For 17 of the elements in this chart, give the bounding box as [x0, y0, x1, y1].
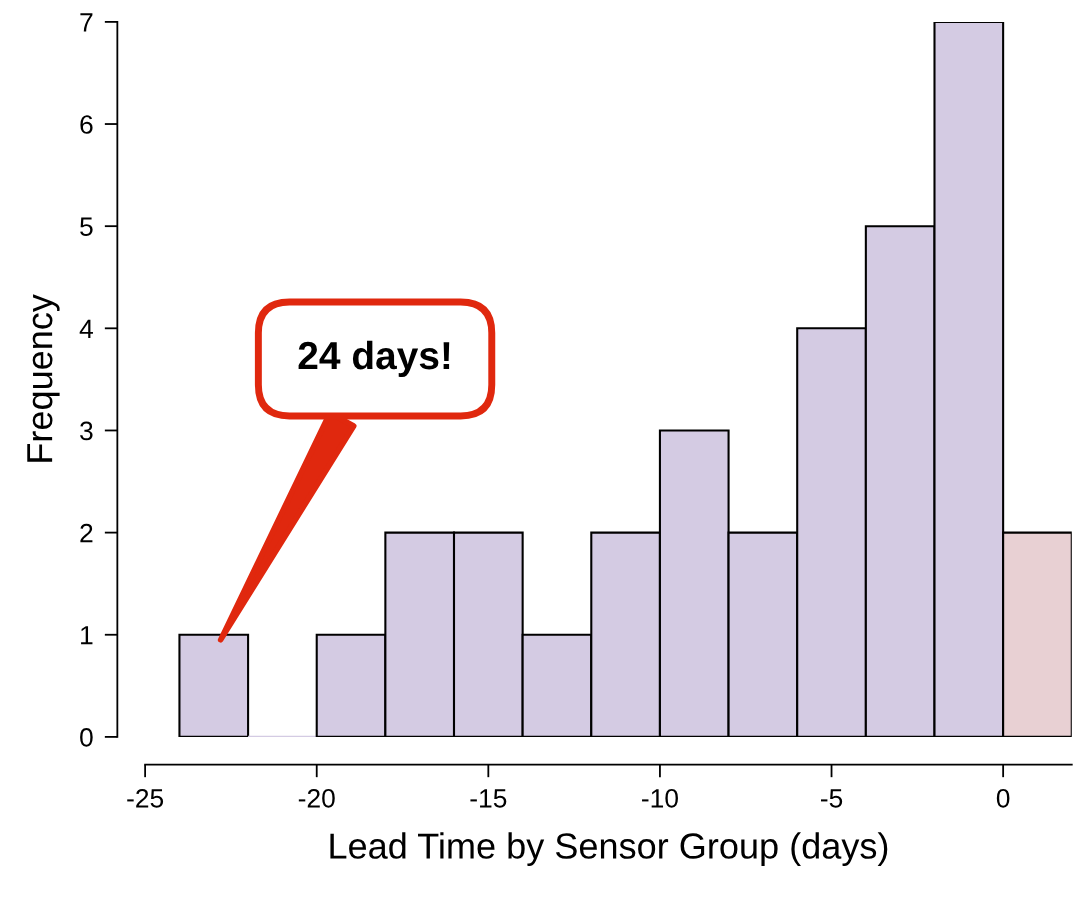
- x-tick-label: -25: [127, 788, 164, 808]
- y-tick-label: 3: [80, 421, 93, 441]
- y-tick-label: 5: [80, 217, 93, 236]
- x-tick-label: -5: [820, 789, 843, 808]
- x-tick-label: -20: [298, 788, 335, 808]
- x-axis-title: Lead Time by Sensor Group (days): [330, 832, 888, 866]
- annotation: 24 days!: [298, 340, 450, 378]
- y-tick-label: 6: [80, 115, 93, 134]
- y-tick-label: 4: [79, 319, 93, 338]
- y-tick-label: 7: [80, 13, 93, 32]
- y-axis-title: Frequency: [27, 294, 60, 462]
- y-tick-label: 1: [81, 626, 93, 645]
- y-tick-label: 0: [80, 728, 93, 747]
- x-tick-label: 0: [996, 788, 1010, 808]
- y-tick-label: 2: [80, 523, 93, 543]
- x-tick-label: -15: [470, 789, 507, 808]
- x-tick-label: -10: [642, 788, 678, 808]
